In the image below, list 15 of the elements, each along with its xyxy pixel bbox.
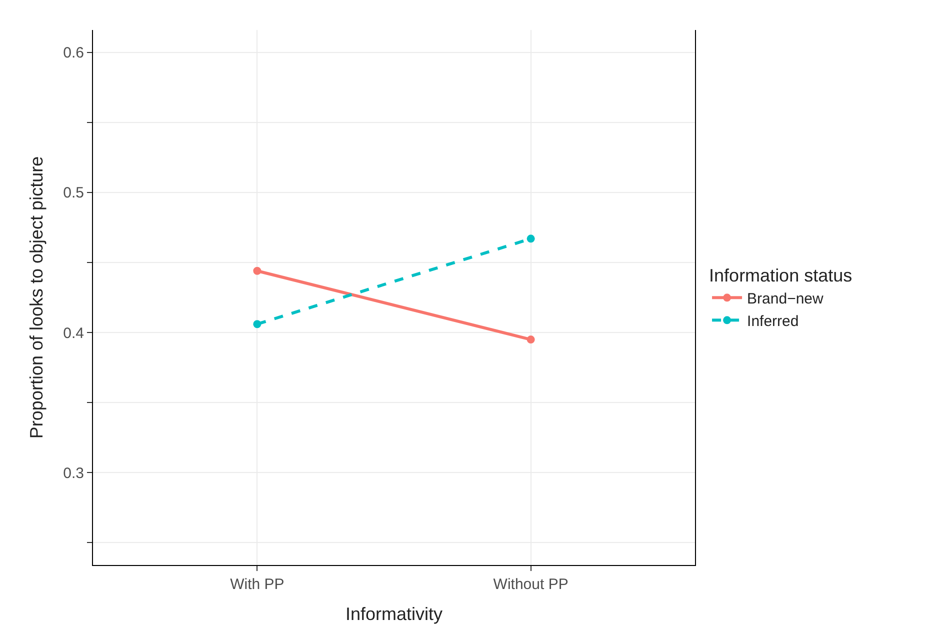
legend-label: Brand−new <box>747 290 824 308</box>
y-axis-title: Proportion of looks to object picture <box>26 156 46 439</box>
x-tick-label: Without PP <box>493 576 568 593</box>
y-tick-label: 0.5 <box>63 184 84 202</box>
x-axis-title: Informativity <box>345 604 443 624</box>
point <box>253 266 262 275</box>
y-tick-label: 0.6 <box>63 44 84 62</box>
point <box>526 234 535 243</box>
point <box>253 320 262 328</box>
point <box>526 336 535 344</box>
y-tick-label: 0.3 <box>63 464 84 482</box>
y-tick-label: 0.4 <box>63 324 84 342</box>
legend-title: Information status <box>709 265 852 286</box>
x-tick-label: With PP <box>230 576 284 593</box>
legend-label: Inferred <box>747 313 799 330</box>
